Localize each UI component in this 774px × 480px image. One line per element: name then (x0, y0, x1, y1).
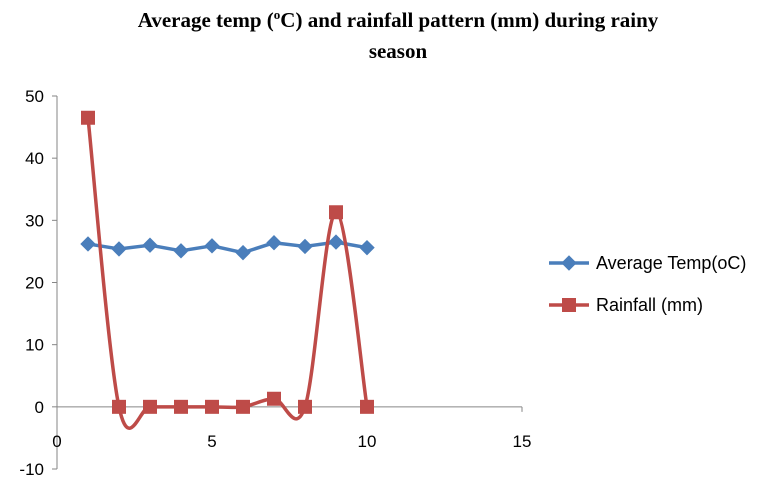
data-point-diamond (173, 243, 189, 259)
chart-title-line-2: season (369, 39, 428, 63)
data-point-square (298, 399, 312, 414)
data-point-diamond (266, 235, 282, 251)
data-point-square (329, 205, 343, 220)
y-tick-label: 20 (25, 274, 44, 293)
data-point-diamond (80, 236, 96, 252)
series-2 (81, 110, 374, 430)
y-tick-label: 30 (25, 211, 44, 230)
data-point-diamond (142, 237, 158, 253)
chart-title-part-2: C) and rainfall pattern (mm) during rain… (280, 8, 659, 32)
plot-series (80, 110, 375, 430)
chart-title: Average temp (oC) and rainfall pattern (… (138, 7, 659, 63)
data-point-diamond (204, 238, 220, 254)
chart-title-line-1: Average temp (oC) and rainfall pattern (… (138, 7, 659, 32)
data-point-square (236, 399, 250, 414)
series-1 (80, 234, 375, 261)
y-tick-label: 40 (25, 149, 44, 168)
data-point-square (112, 399, 126, 414)
series-line (87, 240, 368, 255)
x-tick-label: 5 (207, 432, 216, 451)
legend-marker (561, 255, 577, 271)
x-tick-label: 15 (513, 432, 532, 451)
y-tick-label: 0 (35, 398, 44, 417)
data-point-square (205, 399, 219, 414)
y-tick-label: 10 (25, 336, 44, 355)
chart-title-part-1: Average temp ( (138, 8, 274, 32)
data-point-diamond (111, 241, 127, 257)
legend-label: Average Temp(oC) (596, 253, 746, 273)
legend: Average Temp(oC) Rainfall (mm) (549, 253, 746, 315)
legend-entry: Average Temp(oC) (549, 253, 746, 273)
data-point-diamond (359, 239, 375, 256)
data-point-diamond (297, 238, 313, 255)
series-line (86, 117, 369, 430)
data-point-square (81, 110, 95, 125)
data-point-diamond (235, 244, 251, 261)
legend-entry: Rainfall (mm) (549, 295, 703, 315)
y-tick-label: 50 (25, 87, 44, 106)
x-tick-label: 0 (52, 432, 61, 451)
chart-title-superscript: o (274, 7, 281, 22)
data-point-diamond (328, 234, 344, 250)
data-point-square (360, 399, 374, 414)
plot-axes: -10 0 10 20 30 40 50 0 5 10 15 (19, 87, 531, 479)
x-tick-label: 10 (358, 432, 377, 451)
data-point-square (267, 391, 281, 406)
data-point-square (174, 399, 188, 414)
data-point-square (143, 399, 157, 414)
y-tick-label: -10 (19, 460, 44, 479)
legend-label: Rainfall (mm) (596, 295, 703, 315)
legend-marker (562, 298, 576, 312)
